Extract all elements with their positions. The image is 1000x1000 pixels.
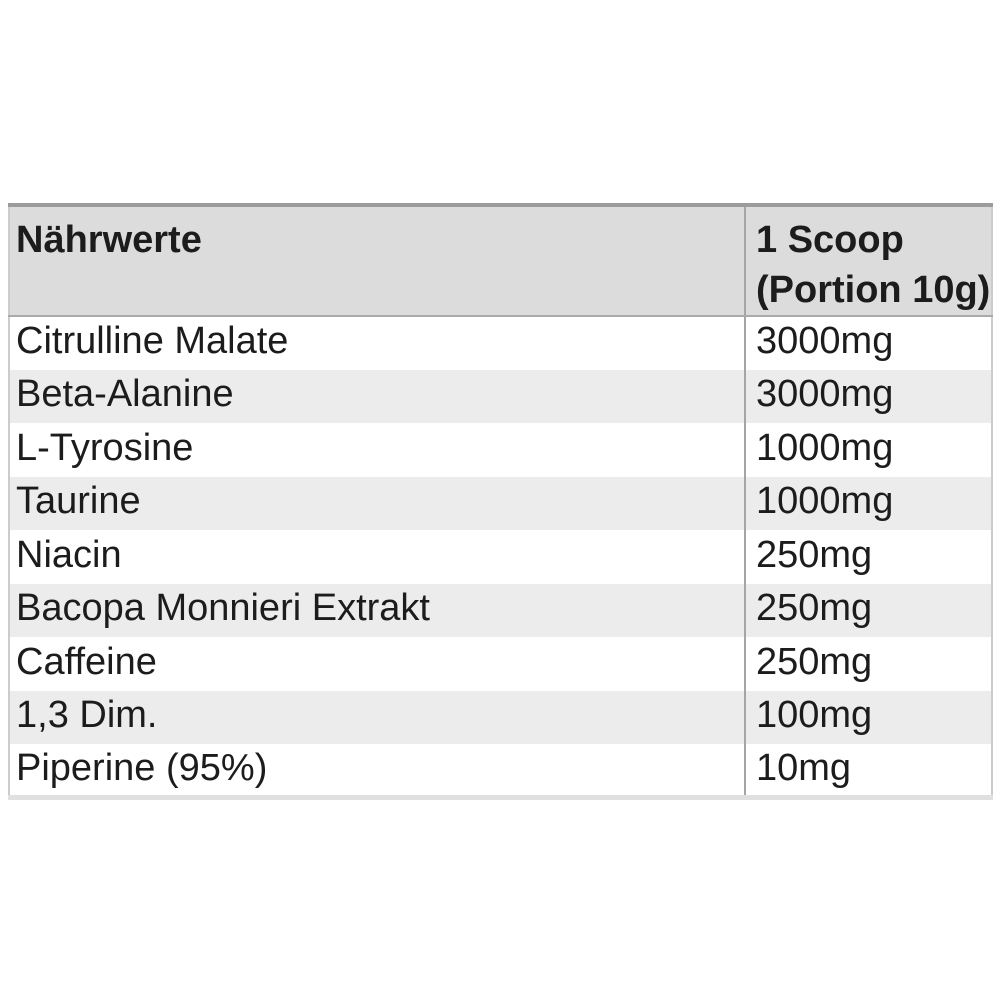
ingredient-name-cell: Citrulline Malate xyxy=(16,320,289,363)
ingredient-amount-cell: 250mg xyxy=(744,530,992,584)
ingredient-amount-cell: 250mg xyxy=(744,583,992,637)
ingredient-amount-cell: 250mg xyxy=(744,637,992,691)
ingredient-name-cell: Niacin xyxy=(16,533,122,576)
ingredient-amount-cell: 1000mg xyxy=(744,476,992,530)
table-row: Bacopa Monnieri Extrakt 250mg xyxy=(9,583,992,637)
ingredient-amount-cell: 1000mg xyxy=(744,423,992,477)
ingredient-amount-cell: 100mg xyxy=(744,690,992,744)
header-serving-line2: (Portion 10g) xyxy=(756,269,991,311)
ingredient-amount-cell: 3000mg xyxy=(744,316,992,370)
header-nutrients-cell: Nährwerte xyxy=(9,205,745,317)
ingredient-amount-cell: 10mg xyxy=(744,744,992,798)
table-row: Taurine 1000mg xyxy=(9,476,992,530)
ingredient-name-cell: Bacopa Monnieri Extrakt xyxy=(16,587,430,630)
ingredient-name-cell: 1,3 Dim. xyxy=(16,694,158,737)
ingredient-amount-cell: 3000mg xyxy=(744,369,992,423)
table-header-row: Nährwerte 1 Scoop (Portion 10g) xyxy=(9,205,992,317)
ingredient-name-cell: L-Tyrosine xyxy=(16,426,194,469)
table-row: Beta-Alanine 3000mg xyxy=(9,369,992,423)
ingredient-name-cell: Piperine (95%) xyxy=(16,746,268,789)
table-row: 1,3 Dim. 100mg xyxy=(9,690,992,744)
nutrition-table-container: Nährwerte 1 Scoop (Portion 10g) Citrulli… xyxy=(8,203,993,800)
header-serving-line1: 1 Scoop xyxy=(756,219,904,261)
nutrition-table: Nährwerte 1 Scoop (Portion 10g) Citrulli… xyxy=(8,203,993,800)
ingredient-name-cell: Taurine xyxy=(16,480,141,523)
table-row: L-Tyrosine 1000mg xyxy=(9,423,992,477)
table-body: Citrulline Malate 3000mg Beta-Alanine 30… xyxy=(9,316,992,798)
ingredient-name-cell: Caffeine xyxy=(16,640,157,683)
ingredient-name-cell: Beta-Alanine xyxy=(16,373,234,416)
header-serving-cell: 1 Scoop (Portion 10g) xyxy=(744,205,992,317)
table-row: Citrulline Malate 3000mg xyxy=(9,316,992,370)
table-row: Caffeine 250mg xyxy=(9,637,992,691)
table-row: Niacin 250mg xyxy=(9,530,992,584)
table-row: Piperine (95%) 10mg xyxy=(9,744,992,798)
